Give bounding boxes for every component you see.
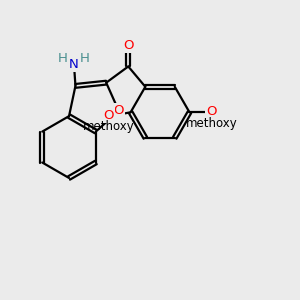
Text: O: O — [206, 105, 217, 118]
Text: H: H — [58, 52, 68, 65]
Text: H: H — [80, 52, 89, 65]
Text: O: O — [103, 109, 114, 122]
Text: O: O — [123, 39, 134, 52]
Text: O: O — [113, 104, 124, 117]
Text: methoxy: methoxy — [185, 117, 237, 130]
Text: methoxy: methoxy — [83, 121, 135, 134]
Text: N: N — [69, 58, 79, 71]
